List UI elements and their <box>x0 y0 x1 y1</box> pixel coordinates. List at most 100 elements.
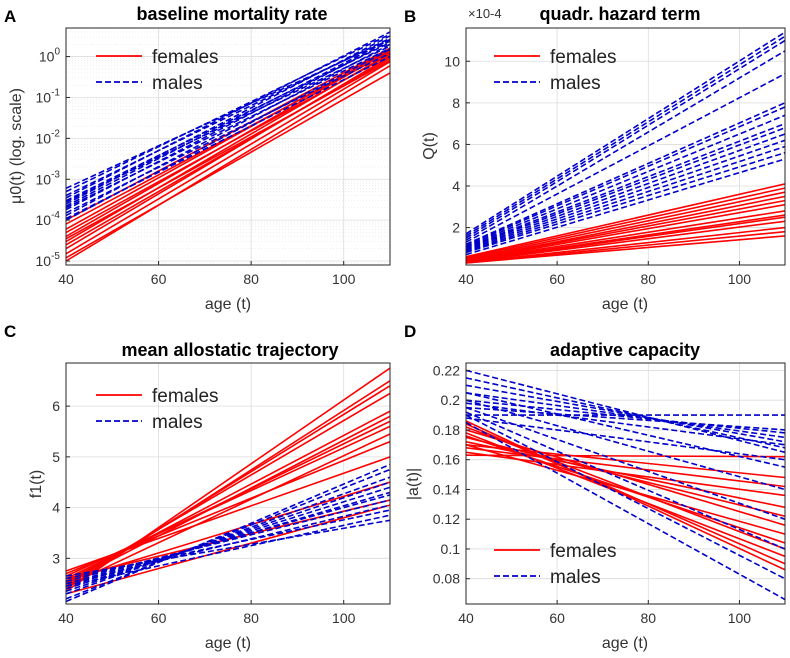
panel-a-xlabel: age (t) <box>205 296 251 313</box>
panel-d-y-ticks: 0.08 0.1 0.12 0.14 0.16 0.18 0.2 0.22 <box>433 362 470 587</box>
panel-c-series-males-line <box>66 514 390 587</box>
panel-c-series-males-line <box>66 468 390 600</box>
panel-b-series-males-line <box>466 145 785 253</box>
panel-d-y-tick-label: 0.18 <box>433 422 460 438</box>
panel-a-series-males-line <box>66 38 390 190</box>
panel-b-series-females-line <box>466 216 785 263</box>
panel-a-x-ticks: 40 60 80 100 <box>58 261 356 287</box>
panel-d-series-females-line <box>466 454 785 458</box>
panel-d-y-tick-label: 0.12 <box>433 511 460 527</box>
panel-d-series-males-line <box>466 399 785 491</box>
panel-d-series-females-line <box>466 420 785 571</box>
panel-c-y-tick-label: 6 <box>52 398 60 414</box>
panel-b-legend-males-label: males <box>550 73 601 94</box>
panel-d: D adaptive capacity 40 60 80 100 0.08 0.1 0.1… <box>404 322 786 652</box>
panel-b-y-tick-label: 2 <box>452 220 460 236</box>
panel-b-series-females-line <box>466 191 785 260</box>
panel-d-y-tick-label: 0.14 <box>433 481 460 497</box>
panel-a-y-tick-label: 100 <box>39 47 61 65</box>
panel-b-series-males-line <box>466 39 785 239</box>
panel-c-legend-females-label: females <box>152 386 219 407</box>
panel-b-y-tick-label: 10 <box>444 53 460 69</box>
panel-c-x-ticks: 40 60 80 100 <box>58 600 356 626</box>
panel-d-xlabel: age (t) <box>602 635 648 652</box>
panel-c-legend: females males <box>96 386 219 433</box>
panel-c-y-tick-label: 4 <box>52 500 60 516</box>
panel-c-series-males-line <box>66 519 390 577</box>
panel-b-series-females-line <box>466 226 785 264</box>
panel-d-x-tick-label: 80 <box>640 610 656 626</box>
panel-b-x-tick-label: 80 <box>640 271 656 287</box>
panel-b-x-tick-label: 40 <box>458 271 474 287</box>
panel-d-x-tick-label: 60 <box>549 610 565 626</box>
panel-a-title: baseline mortality rate <box>136 4 327 24</box>
panel-d-series-males-line <box>466 411 785 550</box>
panel-b-y-tick-label: 4 <box>452 178 460 194</box>
panel-a-series-females-line <box>66 72 390 259</box>
panel-b-series-males-line <box>466 114 785 248</box>
panel-b-series-females-line <box>466 195 785 261</box>
panel-a-y-tick-label: 10-5 <box>36 251 61 269</box>
panel-a-series-males-line <box>66 47 390 209</box>
panel-b-title: quadr. hazard term <box>539 4 700 24</box>
panel-c-axes-box <box>65 362 391 605</box>
panel-b-series-females-line <box>466 210 785 262</box>
panel-b-y-tick-label: 6 <box>452 136 460 152</box>
panel-a: A baseline mortality rate 40 60 80 100 10-5… <box>4 4 391 313</box>
panel-d-y-tick-label: 0.2 <box>441 392 461 408</box>
panel-c-x-tick-label: 100 <box>332 610 356 626</box>
panel-c-ylabel: f1(t) <box>28 470 45 498</box>
panel-b: B quadr. hazard term 40 60 80 100 2 4 6 8 10 ×1… <box>404 4 786 313</box>
panel-b-series-males-line <box>466 133 785 251</box>
panel-a-series-males-line <box>66 38 390 207</box>
panel-a-series-males-line <box>66 45 390 203</box>
panel-b-y-tick-label: 8 <box>452 95 460 111</box>
panel-b-series-males-line <box>466 122 785 249</box>
panel-c-series-females-line <box>66 380 390 590</box>
panel-c-y-tick-label: 5 <box>52 449 60 465</box>
panel-a-y-tick-label: 10-1 <box>36 87 61 105</box>
panel-c-x-tick-label: 40 <box>58 610 74 626</box>
panel-b-series-males-line <box>466 102 785 245</box>
panel-b-y-ticks: 2 4 6 8 10 <box>444 53 470 236</box>
panel-a-series-males-line <box>66 37 390 197</box>
panel-c-legend-males-label: males <box>152 412 203 433</box>
panel-c-series-females-line <box>66 504 390 595</box>
panel-d-x-ticks: 40 60 80 100 <box>458 600 751 626</box>
panel-a-x-tick-label: 60 <box>151 271 167 287</box>
panel-d-title: adaptive capacity <box>550 340 700 360</box>
panel-a-y-ticks: 10-5 10-4 10-3 10-2 10-1 100 <box>36 47 70 269</box>
panel-a-series-males-line <box>66 40 390 211</box>
panel-d-series-males-line <box>466 377 785 449</box>
panel-d-legend-males-label: males <box>550 567 601 588</box>
panel-a-series-males-line <box>66 33 390 193</box>
panel-d-y-tick-label: 0.08 <box>433 571 460 587</box>
panel-d-series-males-line <box>466 399 785 434</box>
panel-b-series-females-line <box>466 203 785 262</box>
panel-a-legend-females-label: females <box>152 47 219 68</box>
panel-c-series-males-line <box>66 486 390 590</box>
panel-c: C mean allostatic trajectory 40 60 80 100 3… <box>4 322 391 652</box>
panel-d-ylabel: |a(t)| <box>405 468 422 500</box>
panel-d-x-tick-label: 40 <box>458 610 474 626</box>
panel-d-x-tick-label: 100 <box>728 610 752 626</box>
panel-b-series-males-line <box>466 50 785 241</box>
panel-b-series-males-line <box>466 106 785 247</box>
panel-a-x-tick-label: 80 <box>243 271 259 287</box>
panel-b-axes-box <box>465 27 786 266</box>
panel-d-series-females-line <box>466 423 785 565</box>
panel-d-letter: D <box>404 322 416 341</box>
panel-c-series-females-line <box>66 456 390 572</box>
panel-b-series-females-line <box>466 230 785 264</box>
panel-a-x-tick-label: 40 <box>58 271 74 287</box>
panel-c-plot <box>66 367 390 603</box>
panel-a-series-females-line <box>66 65 390 262</box>
panel-a-series-males-line <box>66 55 390 220</box>
panel-b-multiplier: ×10-4 <box>468 6 502 21</box>
panel-d-series-males-line <box>466 414 785 580</box>
panel-b-series-males-line <box>466 158 785 256</box>
panel-a-series-males-line <box>66 48 390 221</box>
panel-a-plot <box>66 31 390 262</box>
panel-d-series-males-line <box>466 392 785 468</box>
